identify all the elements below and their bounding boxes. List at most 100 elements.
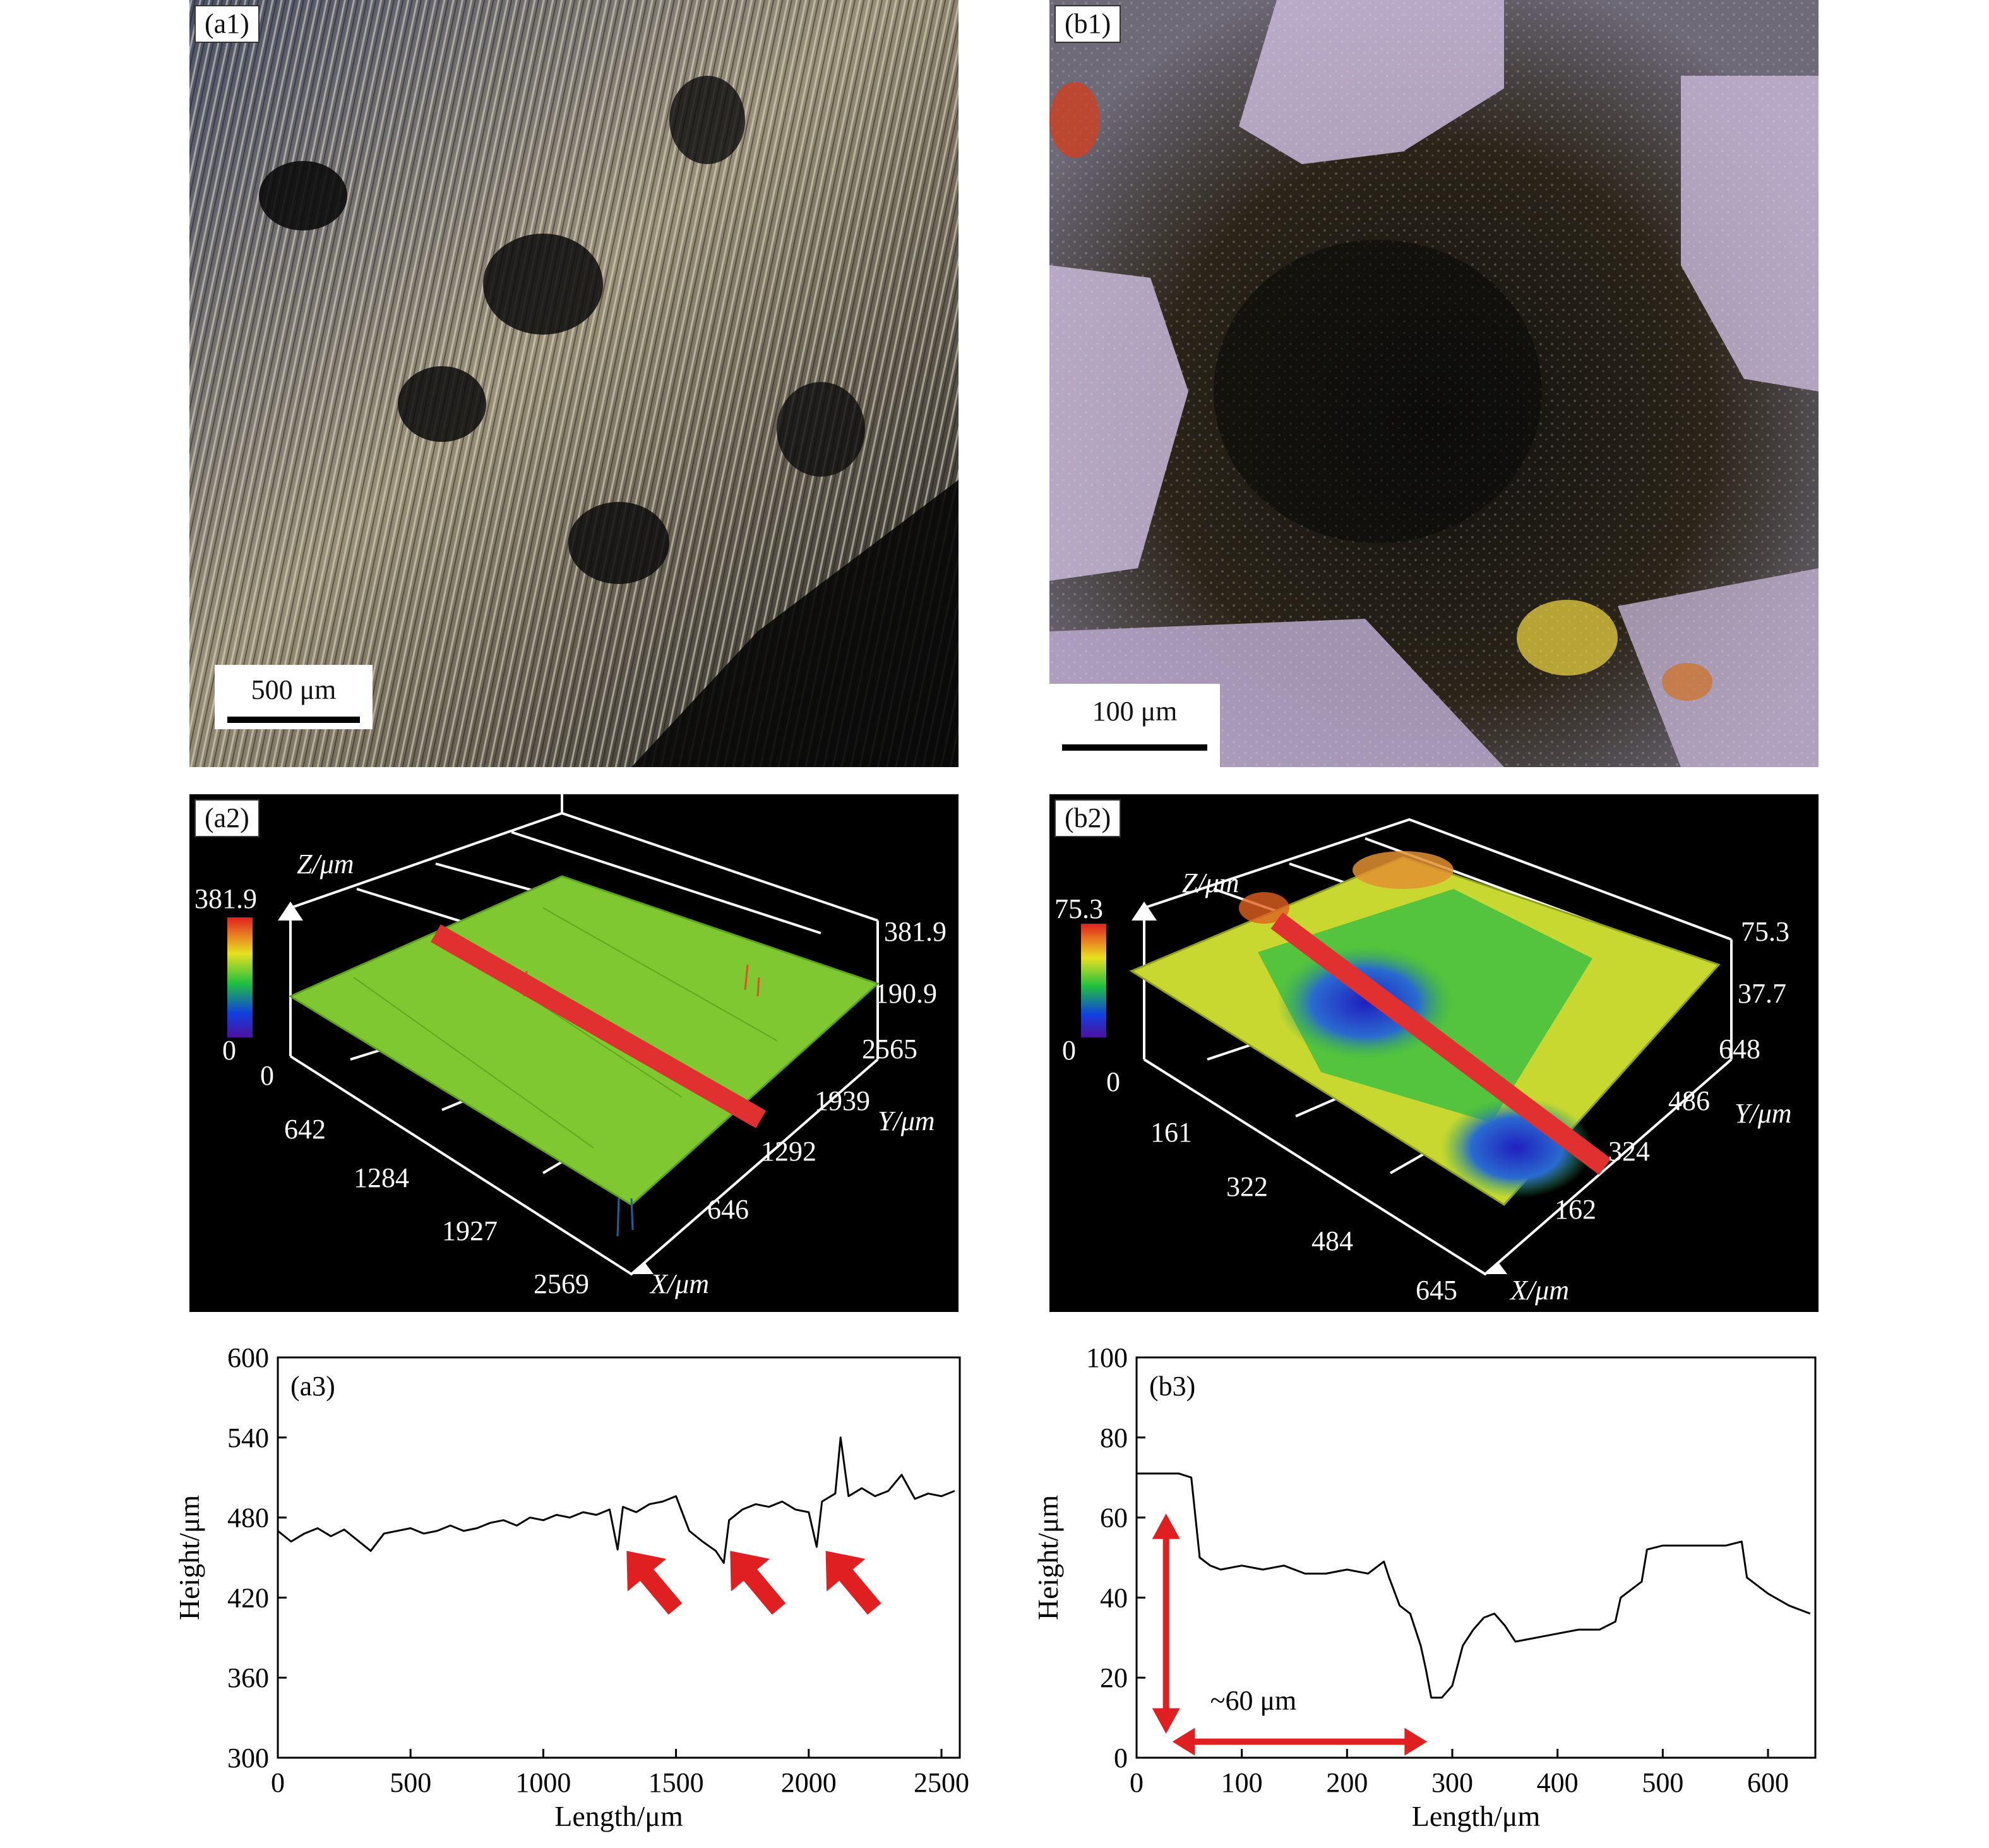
surface-a2	[288, 875, 880, 1206]
x-tick-label-b3-4: 400	[1537, 1767, 1579, 1798]
y-tick-label-a3-5: 600	[227, 1342, 269, 1373]
x-tick-label-b3-1: 100	[1221, 1767, 1263, 1798]
plot-frame-b3	[1135, 1356, 1817, 1759]
surface-3d-a2: 381.9 0 Z/μm 381.9 190.9 2565 1939 1292 …	[189, 794, 959, 1312]
panel-label-b1: (b1)	[1054, 5, 1121, 43]
x-tick-label-a3-5: 2500	[914, 1767, 969, 1798]
y-tick-label-b3-4: 80	[1100, 1422, 1128, 1453]
y-axis-label-a2: Y/μm	[878, 1106, 935, 1136]
y-tick-label-a3-0: 300	[227, 1743, 269, 1773]
surface-3d-b2: 75.3 0 Z/μm 75.3 37.7 648 486 324 162 Y/…	[1049, 794, 1819, 1312]
arrow-b3-horizontal-head-left	[1172, 1727, 1195, 1756]
micrograph-b1-texture	[1049, 0, 1819, 767]
y-tick-b2-1: 486	[1668, 1085, 1710, 1116]
panel-label-a2: (a2)	[194, 799, 260, 837]
x-tick-label-b3-3: 300	[1431, 1767, 1473, 1798]
z-axis-label-b2: Z/μm	[1182, 867, 1239, 898]
panel-label-a3: (a3)	[290, 1371, 335, 1402]
colorbar-b2	[1081, 924, 1106, 1037]
z-tick-b2-1: 37.7	[1738, 978, 1786, 1009]
z-tick-a2-0: 381.9	[884, 916, 947, 947]
y-tick-label-b3-1: 20	[1100, 1662, 1128, 1693]
x-tick-label-a3-4: 2000	[781, 1767, 837, 1798]
z-tick-a2-1: 190.9	[875, 978, 937, 1009]
profile-line-a2	[431, 924, 766, 1128]
x-tick-a2-2: 1284	[354, 1162, 409, 1193]
y-axis-label-a3: Height/μm	[173, 1495, 205, 1621]
y-tick-b2-0: 648	[1719, 1034, 1760, 1064]
x-tick-b2-1: 161	[1150, 1117, 1192, 1148]
y-tick-label-a3-1: 360	[227, 1662, 269, 1693]
x-tick-a2-1: 642	[284, 1114, 326, 1145]
arrow-a3-shape-2	[825, 1551, 881, 1615]
y-tick-label-a3-4: 540	[227, 1422, 269, 1453]
colorbar-max-a2: 381.9	[194, 883, 257, 914]
scale-bar-label-b1: 100 μm	[1092, 696, 1178, 727]
micrograph-a1: (a1) 500 μm	[189, 0, 959, 767]
scale-bar-a1: 500 μm	[215, 665, 373, 729]
micrograph-b1: (b1) 100 μm	[1049, 0, 1819, 767]
x-tick-b2-3: 484	[1311, 1225, 1353, 1256]
scale-bar-line-a1	[227, 717, 360, 723]
x-axis-label-b2: X/μm	[1509, 1275, 1569, 1306]
x-tick-label-b3-6: 600	[1747, 1767, 1789, 1798]
panel-label-b3: (b3)	[1149, 1371, 1195, 1402]
profile-line-b2	[1270, 912, 1611, 1175]
x-tick-label-b3-5: 500	[1642, 1767, 1683, 1798]
colorbar-a2	[227, 917, 253, 1037]
y-tick-label-a3-3: 480	[227, 1503, 269, 1534]
y-tick-label-b3-2: 40	[1100, 1582, 1128, 1613]
x-axis-label-a2: X/μm	[649, 1268, 709, 1299]
height-profile-b3: 0 100 200 300 400 500 600 0 20 40 60 80 100 (b3) Lengt…	[1023, 1338, 1844, 1848]
colorbar-min-b2: 0	[1062, 1035, 1076, 1066]
x-tick-label-b3-2: 200	[1326, 1767, 1368, 1798]
scale-bar-b1: 100 μm	[1049, 684, 1220, 767]
y-tick-label-a3-2: 420	[227, 1582, 269, 1613]
chart-a3: 0 500 1000 1500 2000 2500 300 360 420 480 540 600 (a…	[173, 1342, 969, 1832]
scale-bar-label-a1: 500 μm	[251, 674, 337, 705]
arrow-a3-1	[730, 1551, 786, 1615]
arrow-a3-0	[626, 1551, 683, 1615]
surface-a2-valleys	[616, 1198, 634, 1237]
arrow-a3-shape-1	[730, 1551, 786, 1615]
y-tick-a2-1: 1939	[815, 1085, 870, 1116]
x-tick-label-a3-0: 0	[271, 1767, 285, 1798]
x-axis-label-b3: Length/μm	[1412, 1800, 1541, 1832]
y-tick-label-b3-0: 0	[1114, 1743, 1128, 1773]
surface-b2-peak	[1239, 892, 1289, 924]
height-profile-a3: 0 500 1000 1500 2000 2500 300 360 420 480 540 600 (a…	[152, 1338, 985, 1848]
x-tick-a2-4: 2569	[534, 1268, 589, 1299]
arrow-a3-shape-0	[626, 1551, 683, 1615]
y-tick-a2-2: 1292	[761, 1136, 816, 1167]
surface-3d-b2-plot: 75.3 0 Z/μm 75.3 37.7 648 486 324 162 Y/…	[1054, 818, 1792, 1306]
surface-3d-a2-plot: 381.9 0 Z/μm 381.9 190.9 2565 1939 1292 …	[194, 794, 947, 1299]
chart-b3: 0 100 200 300 400 500 600 0 20 40 60 80 100 (b3) Lengt…	[1032, 1342, 1817, 1832]
micrograph-a1-texture	[189, 0, 959, 767]
x-tick-a2-0: 0	[260, 1060, 274, 1091]
x-tick-label-a3-3: 1500	[648, 1767, 704, 1798]
arrow-b3-vertical-head-bottom	[1152, 1708, 1180, 1734]
plot-frame-a3	[277, 1356, 961, 1759]
z-tick-b2-0: 75.3	[1741, 916, 1789, 947]
colorbar-min-a2: 0	[222, 1035, 236, 1066]
y-tick-label-b3-5: 100	[1086, 1342, 1128, 1373]
x-axis-label-a3: Length/μm	[554, 1800, 683, 1832]
x-tick-b2-4: 645	[1416, 1275, 1457, 1306]
y-axis-label-b3: Height/μm	[1032, 1495, 1064, 1621]
x-tick-label-b3-0: 0	[1130, 1767, 1144, 1798]
surface-b2-ridge	[1353, 851, 1454, 889]
x-tick-b2-2: 322	[1226, 1171, 1268, 1202]
z-axis-label-a2: Z/μm	[297, 849, 354, 879]
x-tick-label-a3-1: 500	[390, 1767, 431, 1798]
panel-label-b2: (b2)	[1054, 799, 1121, 837]
x-tick-a2-3: 1927	[442, 1215, 498, 1246]
colorbar-max-b2: 75.3	[1054, 893, 1103, 924]
y-axis-label-b2: Y/μm	[1735, 1098, 1792, 1129]
scale-bar-line-b1	[1062, 744, 1207, 751]
arrow-b3-vertical-head-top	[1152, 1513, 1180, 1539]
y-tick-a2-0: 2565	[862, 1034, 917, 1064]
arrow-a3-2	[825, 1551, 881, 1615]
x-tick-b2-0: 0	[1106, 1066, 1120, 1097]
y-tick-label-b3-3: 60	[1100, 1503, 1128, 1534]
y-tick-b2-2: 324	[1608, 1136, 1650, 1167]
